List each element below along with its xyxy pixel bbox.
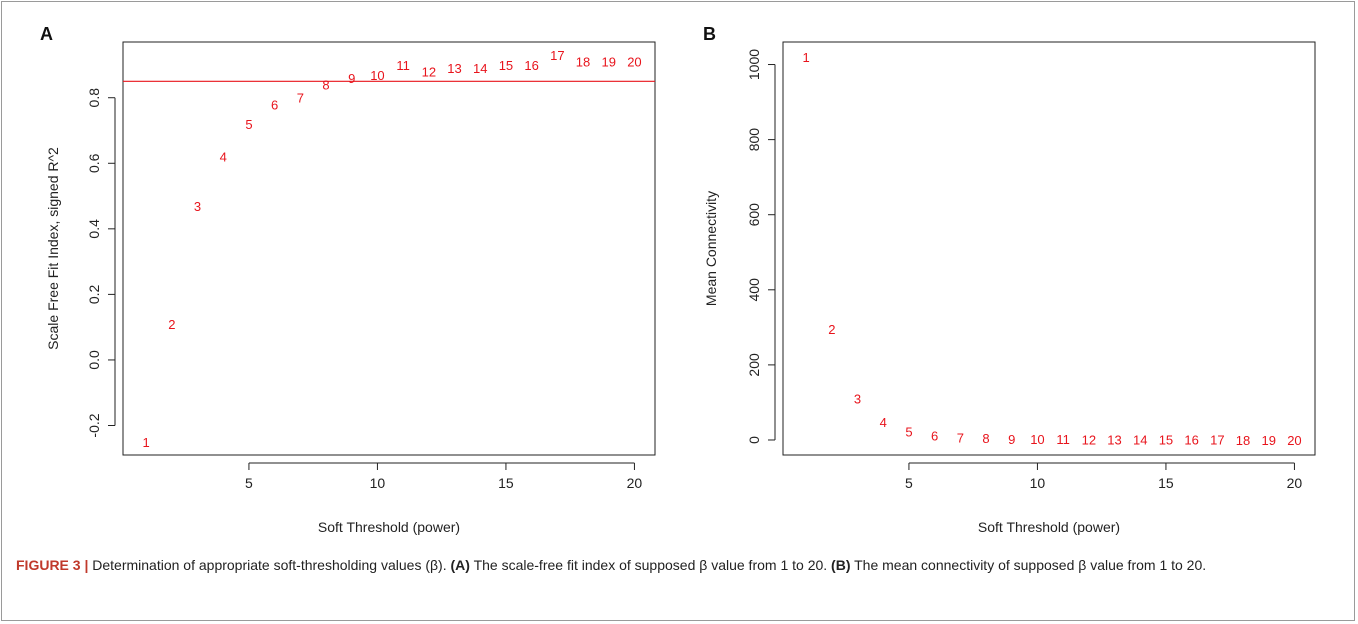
panel-a-point-label: 1 [143,435,150,450]
caption-figure-label: FIGURE 3 | [16,557,89,573]
panel-a-point-label: 3 [194,199,201,214]
panel-a-plot-frame [122,41,656,456]
panel-a-x-axis-title: Soft Threshold (power) [318,519,460,535]
figure-caption: FIGURE 3 | Determination of appropriate … [16,555,1336,576]
panel-b-x-tick-label: 5 [905,475,913,491]
panel-b-letter: B [703,24,716,44]
panel-b-y-tick-label: 600 [746,203,762,227]
panel-b-point-label: 8 [982,431,989,446]
panel-b-x-tick-label: 10 [1030,475,1046,491]
panel-a-point-label: 20 [627,55,641,70]
panel-b-plot-frame [782,41,1316,456]
panel-a-point-label: 13 [447,61,461,76]
panel-b-x-tick-label: 15 [1158,475,1174,491]
panel-b-y-axis-title: Mean Connectivity [703,191,719,306]
panel-b-point-label: 17 [1210,433,1224,448]
panel-b-point-label: 11 [1056,432,1070,447]
panel-b-y-tick-label: 1000 [746,49,762,80]
panel-a-y-tick-label: 0.4 [86,219,102,239]
panel-a-point-label: 7 [297,91,304,106]
panel-b-point-label: 2 [828,322,835,337]
panel-a-x-tick-label: 20 [627,475,643,491]
panel-b-point-label: 4 [880,415,887,430]
caption-text-2: The scale-free fit index of supposed β v… [469,557,832,573]
panel-a-x-tick-label: 15 [498,475,514,491]
panel-b-point-label: 1 [803,50,810,65]
panel-a-point-label: 18 [576,55,590,70]
caption-text-1: Determination of appropriate soft-thresh… [88,557,451,573]
panel-a-y-tick-label: 0.2 [86,284,102,304]
panel-a-point-label: 9 [348,71,355,86]
panel-b-point-label: 15 [1159,433,1173,448]
panel-b-point-label: 10 [1030,432,1044,447]
panel-a-point-label: 6 [271,97,278,112]
panel-a-point-label: 14 [473,61,487,76]
panel-a-y-tick-label: 0.8 [86,88,102,108]
panel-a-y-tick-label: 0.0 [86,350,102,370]
panel-b-point-label: 14 [1133,433,1147,448]
panel-a-point-label: 12 [422,65,436,80]
panel-b-x-axis-title: Soft Threshold (power) [978,519,1120,535]
panel-b-point-label: 18 [1236,433,1250,448]
panel-b-y-tick-label: 400 [746,278,762,302]
panel-b-point-label: 3 [854,392,861,407]
panel-b-point-label: 19 [1262,433,1276,448]
panel-a-x-tick-label: 5 [245,475,253,491]
panel-a-point-label: 4 [220,150,227,165]
caption-text-3: The mean connectivity of supposed β valu… [850,557,1207,573]
caption-bold-a: (A) [450,557,470,573]
panel-a-point-label: 15 [499,58,513,73]
panel-a-point-label: 10 [370,68,384,83]
panel-b-point-label: 13 [1107,433,1121,448]
panel-b-x-tick-label: 20 [1287,475,1303,491]
panel-b-point-label: 20 [1287,433,1301,448]
panel-b-point-label: 9 [1008,432,1015,447]
panel-b-point-label: 5 [905,425,912,440]
panel-a-point-label: 19 [602,55,616,70]
panel-a-point-label: 16 [524,58,538,73]
panel-a-x-tick-label: 10 [370,475,386,491]
panel-b-y-tick-label: 800 [746,128,762,152]
panel-a-point-label: 17 [550,48,564,63]
panel-b-point-label: 6 [931,428,938,443]
caption-bold-b: (B) [831,557,851,573]
panel-a-point-label: 11 [396,58,410,73]
panel-a-y-tick-label: -0.2 [86,413,102,437]
panel-b-point-label: 7 [957,430,964,445]
panel-a-letter: A [40,24,53,44]
panel-b-y-tick-label: 0 [746,436,762,444]
panel-a-point-label: 2 [168,317,175,332]
panel-a-point-label: 8 [322,78,329,93]
panel-a-point-label: 5 [245,117,252,132]
panel-b-y-tick-label: 200 [746,353,762,377]
panel-a-y-tick-label: 0.6 [86,153,102,173]
panel-b-point-label: 16 [1184,433,1198,448]
panel-b-point-label: 12 [1082,432,1096,447]
panel-a-y-axis-title: Scale Free Fit Index, signed R^2 [45,147,61,350]
